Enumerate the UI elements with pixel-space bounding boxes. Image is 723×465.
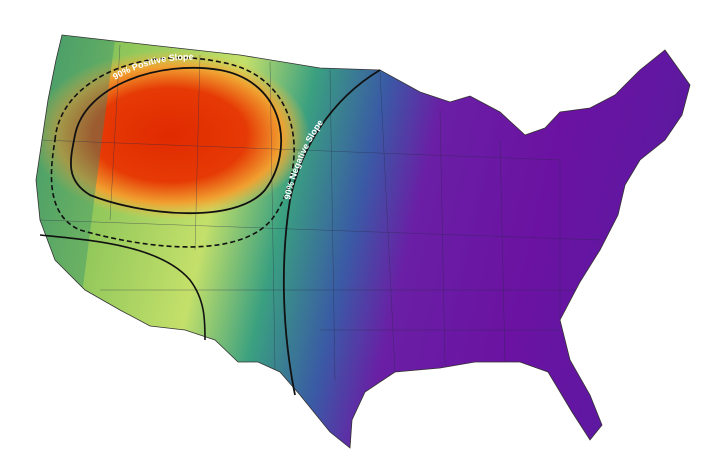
lower-contour bbox=[39, 234, 206, 341]
positive-core bbox=[70, 66, 283, 215]
negative-contour bbox=[282, 69, 381, 396]
